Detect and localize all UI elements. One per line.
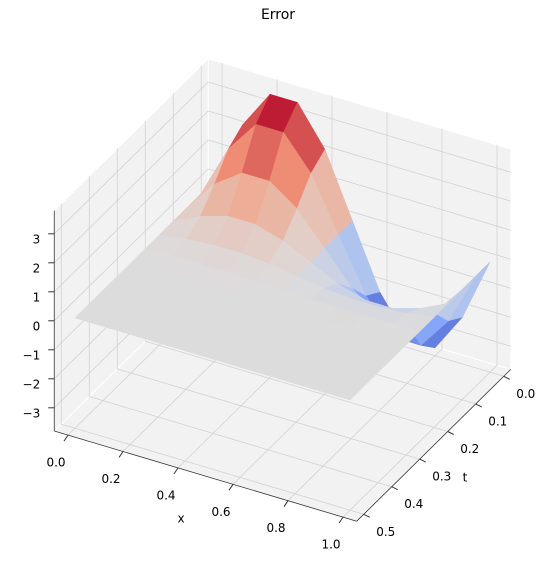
t-tick <box>391 486 398 491</box>
z-tick-label: 2 <box>33 261 41 275</box>
x-tick-label: 0.8 <box>266 521 285 535</box>
x-tick <box>173 467 179 475</box>
x-tick-label: 0.0 <box>46 456 65 470</box>
z-tick-label: −2 <box>23 377 41 391</box>
x-tick <box>228 484 234 491</box>
z-tick-label: −1 <box>23 348 41 362</box>
z-tick-label: −3 <box>23 406 41 420</box>
t-tick-label: 0.1 <box>488 414 507 428</box>
t-tick-label: 0.2 <box>460 442 479 456</box>
x-tick <box>63 434 69 442</box>
t-tick-label: 0.4 <box>404 497 423 511</box>
grid-line <box>89 396 392 488</box>
t-tick-label: 0.0 <box>516 387 535 401</box>
grid-line <box>117 368 420 460</box>
t-tick-label: 0.3 <box>432 470 451 484</box>
z-tick-label: 1 <box>33 290 41 304</box>
t-tick <box>503 375 510 380</box>
surface-patch <box>321 377 365 401</box>
grid-line <box>53 168 209 322</box>
x-tick <box>338 516 344 524</box>
x-tick-label: 0.4 <box>156 488 175 502</box>
t-tick-label: 0.5 <box>376 525 395 539</box>
grid-line <box>287 348 443 501</box>
z-tick-label: 0 <box>33 319 41 333</box>
x-axis-label: x <box>177 512 184 526</box>
t-tick <box>363 513 370 518</box>
x-tick <box>283 500 289 507</box>
x-tick-label: 0.2 <box>101 472 120 486</box>
grid-line <box>53 81 209 235</box>
grid-line <box>53 110 209 264</box>
grid-line <box>61 423 364 515</box>
axis-line <box>356 369 512 522</box>
x-tick <box>118 451 124 458</box>
x-tick-label: 0.6 <box>211 505 230 519</box>
chart-title: Error <box>261 7 295 23</box>
t-axis-label: t <box>463 471 468 485</box>
grid-line <box>342 365 498 518</box>
axis-line <box>54 430 357 522</box>
t-tick <box>475 403 482 408</box>
t-tick <box>419 458 426 463</box>
grid-line <box>208 81 511 173</box>
t-tick <box>447 431 454 435</box>
grid-line <box>53 139 209 293</box>
z-tick-label: 3 <box>33 232 41 246</box>
x-tick-label: 1.0 <box>321 538 340 552</box>
grid-line <box>145 340 448 432</box>
